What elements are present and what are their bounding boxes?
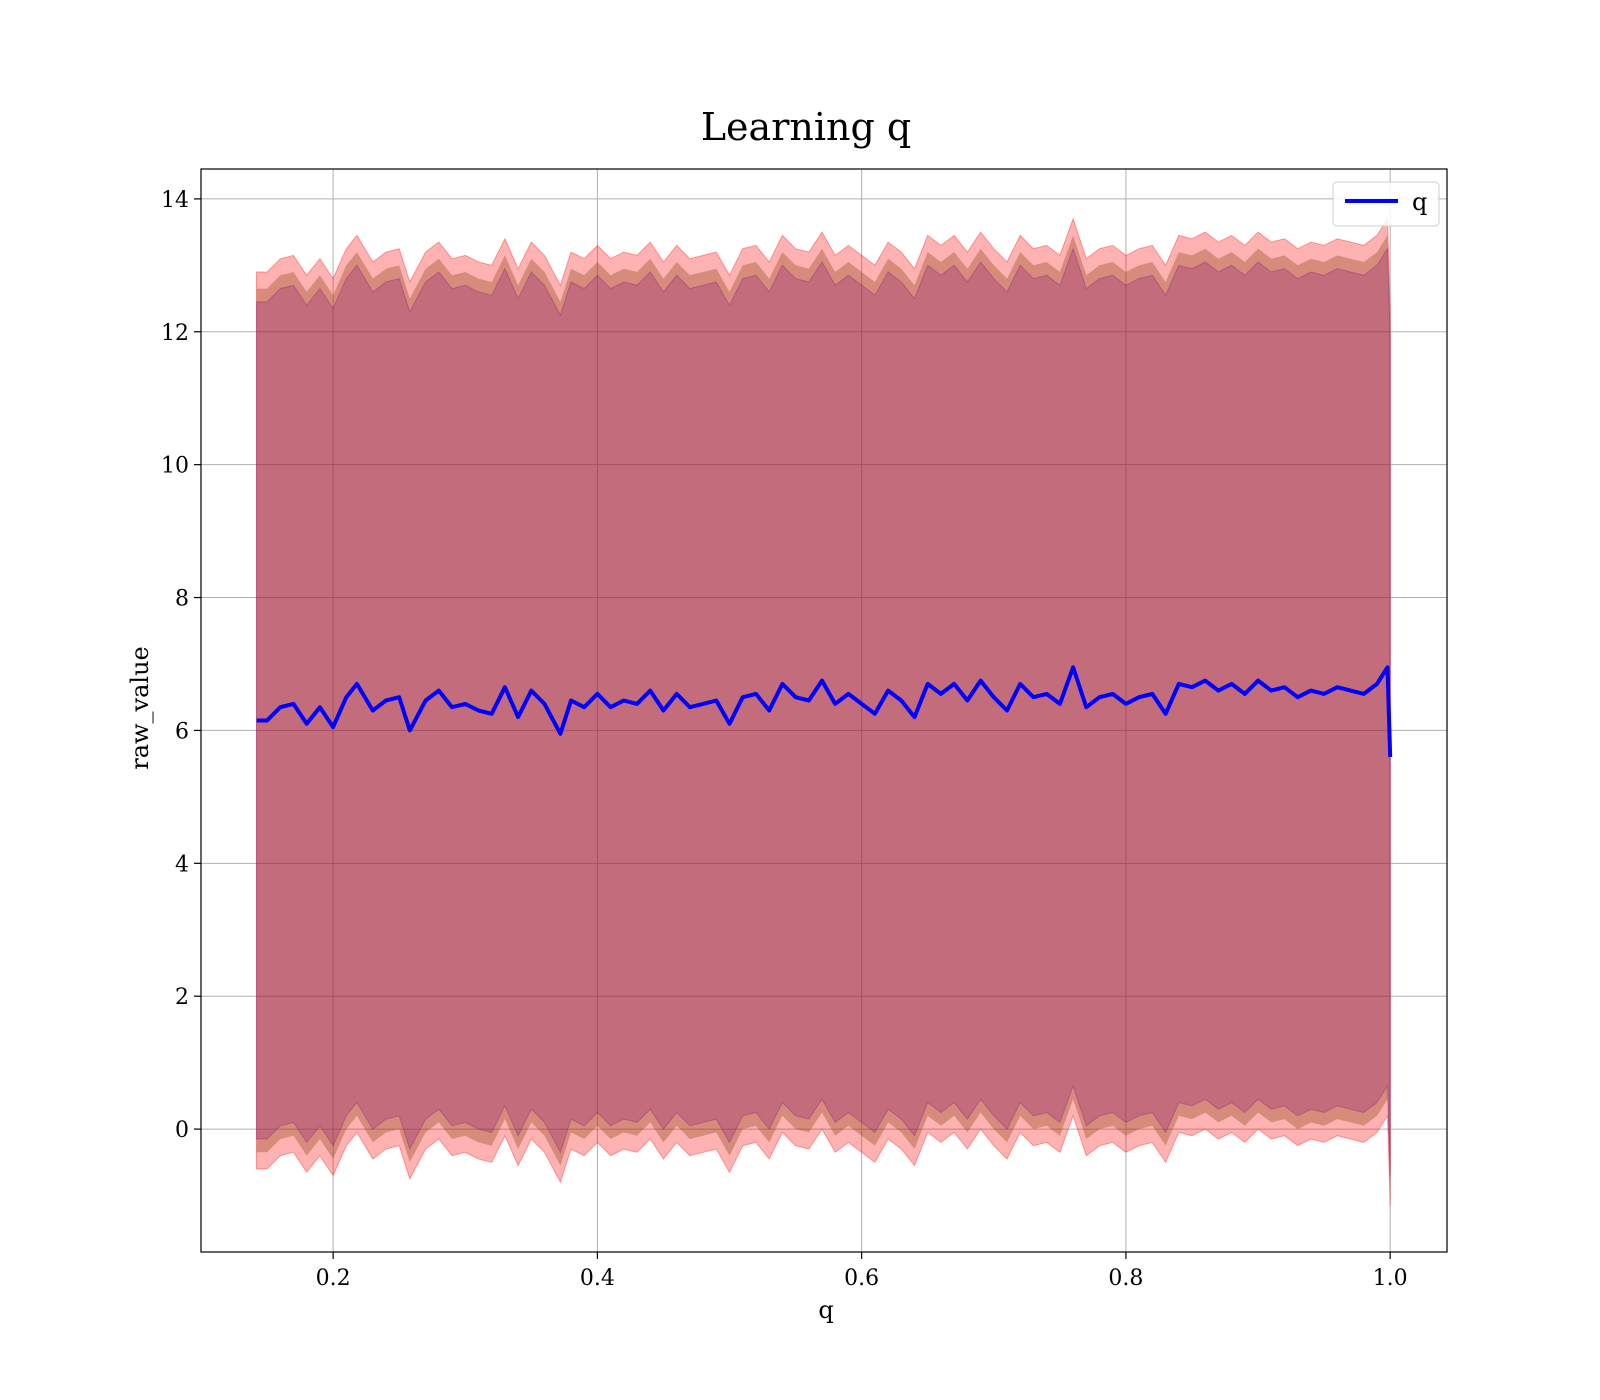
x-tick-label-3: 0.8 xyxy=(1108,1266,1143,1291)
band-inner xyxy=(256,235,1391,1189)
x-axis-label: q xyxy=(818,1296,833,1324)
band-outer xyxy=(256,217,1391,1206)
legend-box xyxy=(1332,181,1440,227)
y-tick-label-3: 6 xyxy=(175,719,189,744)
legend: q xyxy=(1332,181,1440,227)
x-tick-label-0: 0.2 xyxy=(316,1266,351,1291)
y-tick-label-6: 12 xyxy=(161,321,189,346)
y-tick-label-4: 8 xyxy=(175,587,189,612)
y-tick-label-2: 4 xyxy=(175,852,189,877)
series-line-q xyxy=(256,665,1393,758)
plot-frame xyxy=(200,168,1448,1253)
x-axis-ticks: 0.2 0.4 0.6 0.8 1.0 xyxy=(316,1252,1408,1291)
confidence-bands xyxy=(256,217,1391,1206)
series-lines xyxy=(256,665,1393,758)
y-tick-label-5: 10 xyxy=(161,454,189,479)
y-axis-ticks: 0 2 4 6 8 10 12 14 xyxy=(161,188,201,1143)
y-tick-label-7: 14 xyxy=(161,188,189,213)
band-core xyxy=(256,247,1391,1176)
y-tick-label-0: 0 xyxy=(175,1118,189,1143)
x-tick-label-4: 1.0 xyxy=(1373,1266,1408,1291)
legend-label-q: q xyxy=(1412,188,1427,216)
chart-title: Learning q xyxy=(701,105,911,149)
y-tick-label-1: 2 xyxy=(175,985,189,1010)
y-axis-label: raw_value xyxy=(126,646,154,770)
x-tick-label-2: 0.6 xyxy=(844,1266,879,1291)
x-tick-label-1: 0.4 xyxy=(580,1266,615,1291)
